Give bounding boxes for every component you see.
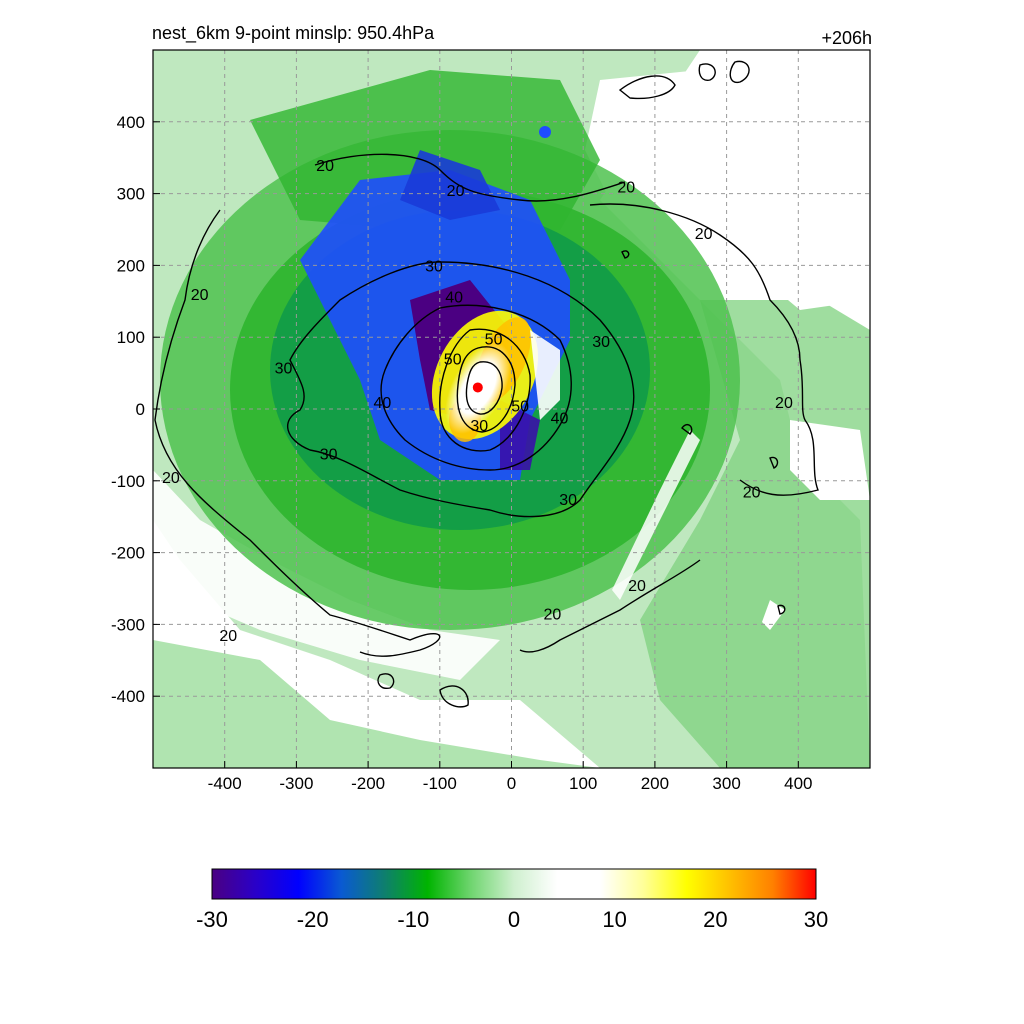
contour-label: 20: [191, 287, 209, 304]
shaded-field: [153, 50, 870, 768]
colorbar-tick-label: 20: [703, 907, 727, 932]
contour-label: 20: [743, 485, 761, 502]
chart-title: nest_6km 9-point minslp: 950.4hPa: [152, 23, 435, 44]
y-tick-label: 200: [117, 256, 145, 275]
x-tick-label: 0: [507, 774, 516, 793]
x-tick-label: 400: [784, 774, 812, 793]
contour-20-outer: [154, 153, 819, 657]
storm-center-marker: [472, 382, 483, 393]
y-tick-label: -200: [111, 544, 145, 563]
x-axis: -400 -300 -200 -100 0 100 200 300 400: [208, 761, 812, 793]
contour-label: 20: [617, 179, 635, 196]
contour-label: 20: [162, 470, 180, 487]
contour-label: 30: [275, 360, 293, 377]
y-tick-label: 300: [117, 185, 145, 204]
colorbar-tick-label: 10: [602, 907, 626, 932]
contour-30-ring: [287, 261, 635, 518]
contour-label: 50: [485, 332, 503, 349]
x-tick-label: 100: [569, 774, 597, 793]
colorbar-tick-label: 0: [508, 907, 520, 932]
colorbar-tick-label: -10: [397, 907, 429, 932]
x-tick-label: 300: [712, 774, 740, 793]
time-label: +206h: [821, 28, 872, 48]
x-tick-label: -400: [208, 774, 242, 793]
y-tick-label: -100: [111, 472, 145, 491]
contour-inner-1: [456, 346, 516, 433]
colorbar: [211, 868, 817, 900]
contour-label: 20: [316, 158, 334, 175]
contour-label: 20: [695, 226, 713, 243]
colorbar-tick-label: -30: [196, 907, 228, 932]
contour-label: 20: [219, 628, 237, 645]
y-tick-label: 100: [117, 328, 145, 347]
contour-label: 30: [320, 447, 338, 464]
y-axis: 400 300 200 100 0 -100 -200 -300 -400: [111, 113, 160, 706]
contour-label: 30: [470, 418, 488, 435]
colorbar-tick-label: -20: [297, 907, 329, 932]
contour-label: 20: [447, 183, 465, 200]
y-tick-label: -300: [111, 615, 145, 634]
contour-label: 30: [425, 258, 443, 275]
y-tick-label: 0: [136, 400, 145, 419]
y-tick-label: 400: [117, 113, 145, 132]
contour-label: 40: [551, 411, 569, 428]
contour-label: 20: [775, 395, 793, 412]
contour-label: 40: [374, 395, 392, 412]
contour-small-1: [618, 60, 750, 100]
contour-label: 20: [543, 607, 561, 624]
x-tick-label: -100: [423, 774, 457, 793]
contour-label: 30: [559, 492, 577, 509]
contour-label: 50: [511, 398, 529, 415]
contour-50-ring: [439, 328, 531, 452]
x-tick-label: 200: [641, 774, 669, 793]
contour-40-ring: [380, 304, 572, 471]
contour-small-2: [377, 250, 786, 708]
contour-label: 20: [628, 578, 646, 595]
colorbar-tick-label: 30: [804, 907, 828, 932]
contour-inner-2: [465, 361, 503, 415]
colorbar-ticks: -30 -20 -10 0 10 20 30: [196, 907, 828, 932]
contour-label: 30: [592, 334, 610, 351]
x-tick-label: -300: [279, 774, 313, 793]
contour-label: 40: [445, 289, 463, 306]
y-tick-label: -400: [111, 687, 145, 706]
x-tick-label: -200: [351, 774, 385, 793]
contour-lines: [154, 60, 819, 708]
contour-label: 50: [444, 352, 462, 369]
